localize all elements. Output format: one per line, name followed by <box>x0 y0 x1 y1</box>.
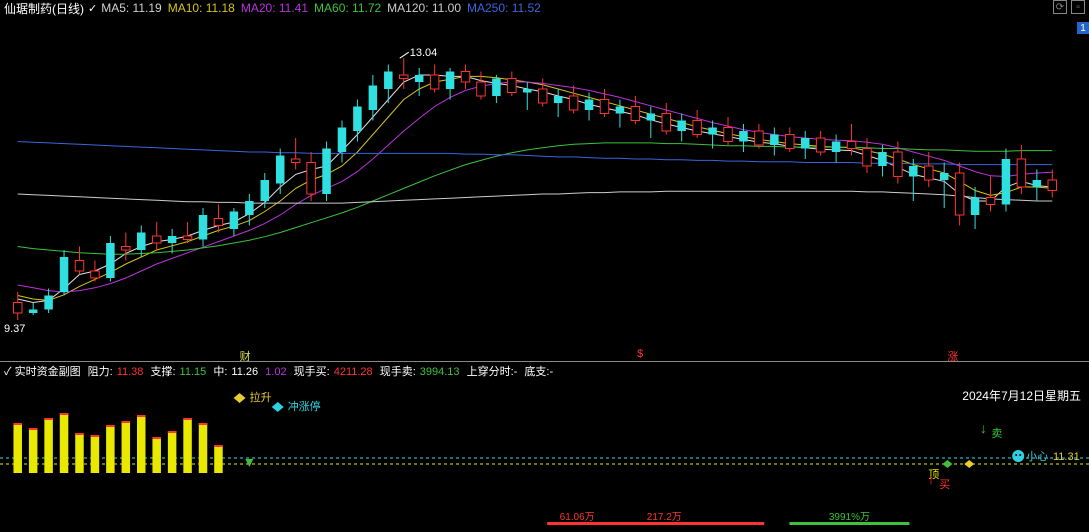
chart-annotation: $ <box>637 348 643 360</box>
svg-text:买: 买 <box>939 478 950 491</box>
svg-text:↑: ↑ <box>928 471 935 487</box>
stock-title: 仙琚制药(日线) <box>4 0 84 17</box>
sub-indicator-chart[interactable]: 拉升冲涨停顶↑买↓卖小心11.3161.06万217.2万3991%万 <box>0 378 1089 528</box>
svg-text:卖: 卖 <box>991 427 1002 440</box>
svg-text:217.2万: 217.2万 <box>647 512 682 523</box>
svg-text:9.37: 9.37 <box>4 323 25 335</box>
sub-panel-header: ✓ 实时资金副图 阻力:11.38 支撑:11.15 中:11.26 1.02 … <box>0 364 1089 378</box>
svg-text:小心: 小心 <box>1026 450 1048 463</box>
svg-text:冲涨停: 冲涨停 <box>288 399 321 413</box>
panel-divider <box>0 361 1089 362</box>
square-icon[interactable]: ▫ <box>1071 0 1085 14</box>
ma-label: MA60: 11.72 <box>314 1 381 15</box>
ma-label: MA120: 11.00 <box>387 1 461 15</box>
svg-text:13.04: 13.04 <box>410 47 438 59</box>
checkmark-icon: ✓ <box>88 2 97 15</box>
refresh-icon[interactable]: ⟳ <box>1053 0 1067 14</box>
svg-text:11.31: 11.31 <box>1053 451 1080 463</box>
ma-label: MA250: 11.52 <box>467 1 541 15</box>
svg-text:3991%万: 3991%万 <box>829 512 870 523</box>
ma-labels: MA5: 11.19 MA10: 11.18 MA20: 11.41 MA60: 11… <box>101 1 547 15</box>
chart-header: 仙琚制药(日线) ✓ MA5: 11.19 MA10: 11.18 MA20: 11… <box>0 0 1089 16</box>
chart-annotation: 财 <box>240 348 251 364</box>
chart-annotation: 涨 <box>947 348 958 364</box>
header-icons: ⟳ ▫ <box>1053 0 1085 14</box>
ma-label: MA5: 11.19 <box>101 1 161 15</box>
candlestick-chart[interactable]: 13.04 9.37 <box>0 16 1089 361</box>
ma-label: MA20: 11.41 <box>241 1 308 15</box>
svg-text:61.06万: 61.06万 <box>560 512 595 523</box>
ma-label: MA10: 11.18 <box>168 1 235 15</box>
svg-text:↓: ↓ <box>980 420 987 436</box>
svg-text:拉升: 拉升 <box>250 390 272 404</box>
